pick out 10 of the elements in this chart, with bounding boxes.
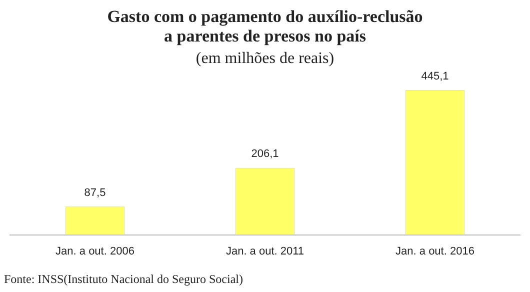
x-tick-label: Jan. a out. 2011 bbox=[226, 245, 304, 258]
text: a parentes de presos no país bbox=[164, 26, 366, 46]
x-tick-label: Jan. a out. 2016 bbox=[396, 245, 474, 258]
source-note: Fonte: INSS(Instituto Nacional do Seguro Social) bbox=[4, 272, 243, 287]
x-tick-label: Jan. a out. 2006 bbox=[56, 245, 134, 258]
text: Gasto com o pagamento do auxílio-reclusão bbox=[107, 7, 423, 26]
data-label: 206,1 bbox=[251, 148, 279, 160]
data-label: 445,1 bbox=[421, 70, 449, 82]
data-label: 87,5 bbox=[84, 186, 106, 199]
chart-subtitle: (em milhões de reais) bbox=[196, 50, 334, 67]
